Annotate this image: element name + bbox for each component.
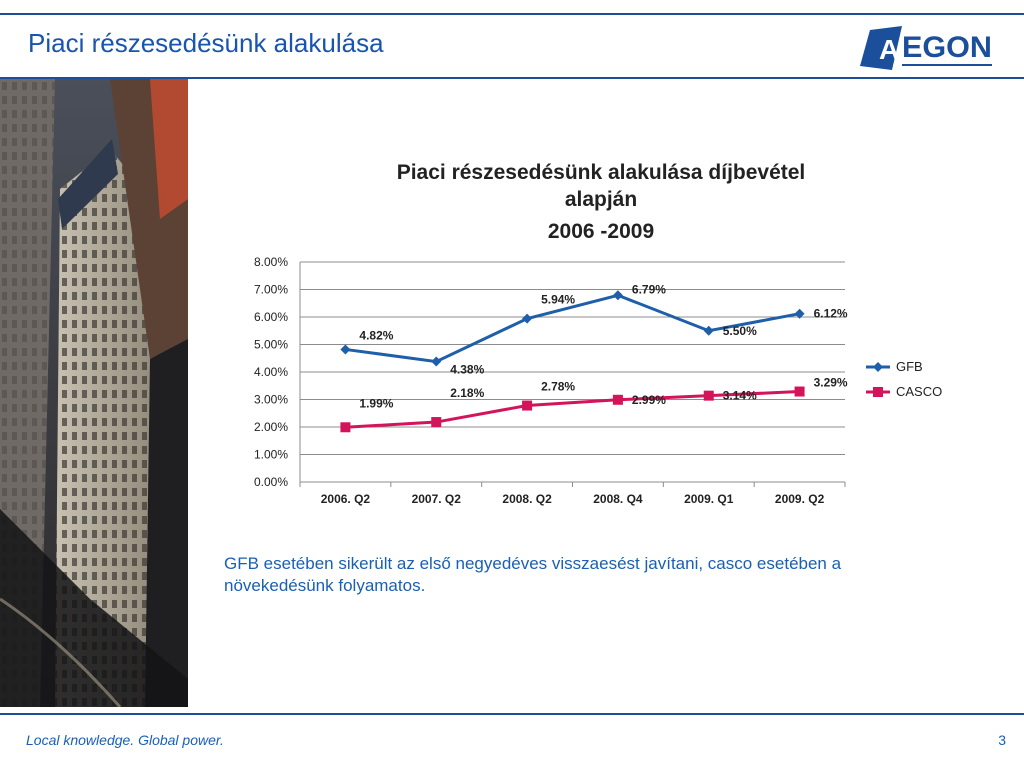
y-tick-label: 8.00% [254,255,288,269]
data-point-gfb [522,313,533,324]
x-tick-label: 2007. Q2 [412,492,462,506]
x-tick-label: 2009. Q2 [775,492,825,506]
data-point-gfb [612,290,623,301]
legend-marker-casco [873,387,883,397]
y-tick-label: 5.00% [254,338,288,352]
y-tick-label: 2.00% [254,420,288,434]
x-tick-label: 2006. Q2 [321,492,371,506]
x-tick-label: 2009. Q1 [684,492,734,506]
slide-title: Piaci részesedésünk alakulása [28,28,384,58]
data-label-casco: 3.29% [814,376,848,390]
data-point-casco [794,386,805,397]
logo-wordmark: EGON [902,31,992,64]
footer-rule [0,713,1024,715]
x-tick-label: 2008. Q4 [593,492,643,506]
legend-label-gfb: GFB [896,359,923,374]
aegon-logo: A EGON [860,26,992,70]
data-label-gfb: 4.38% [450,363,484,377]
aegon-logo-mark: A [860,26,902,70]
chart-title-line-1: Piaci részesedésünk alakulása díjbevétel [397,161,806,184]
series-line-casco [345,390,800,429]
footer-tagline: Local knowledge. Global power. [26,732,224,748]
y-tick-label: 1.00% [254,448,288,462]
logo-underline [902,64,992,66]
legend-label-casco: CASCO [896,384,942,399]
data-label-casco: 2.18% [450,386,484,400]
logo-mark-letter: A [879,34,899,65]
data-point-gfb [431,356,442,367]
market-share-chart: Piaci részesedésünk alakulása díjbevétel… [254,161,942,506]
y-tick-label: 3.00% [254,393,288,407]
series-line-gfb [345,293,800,364]
data-point-gfb [703,325,714,336]
data-point-casco [431,417,442,428]
data-point-casco [612,394,623,405]
top-rule [0,13,1024,15]
data-label-gfb: 5.94% [541,293,575,307]
city-photo [0,79,188,707]
page-number: 3 [998,732,1006,748]
data-label-casco: 3.14% [723,389,757,403]
y-tick-label: 6.00% [254,310,288,324]
data-point-casco [703,390,714,401]
data-label-gfb: 5.50% [723,324,757,338]
x-tick-label: 2008. Q2 [502,492,552,506]
chart-title-line-2: alapján [565,188,637,211]
chart-plot-area: 0.00% 1.00% 2.00% 3.00% 4.00% 5.00% 6.00% 7.00%… [254,255,942,506]
data-label-casco: 2.99% [632,393,666,407]
y-tick-label: 0.00% [254,475,288,489]
data-point-casco [522,400,533,411]
data-point-gfb [340,344,351,355]
data-label-casco: 2.78% [541,380,575,394]
data-label-gfb: 4.82% [359,328,393,342]
data-label-gfb: 6.12% [814,307,848,321]
y-tick-label: 4.00% [254,365,288,379]
data-point-casco [340,422,351,433]
data-label-gfb: 6.79% [632,282,666,296]
y-tick-label: 7.00% [254,283,288,297]
chart-title-line-3: 2006 -2009 [548,220,654,243]
commentary-text: GFB esetében sikerült az első negyedéves… [224,554,842,595]
data-point-gfb [794,308,805,319]
header-rule [0,77,1024,79]
data-label-casco: 1.99% [359,396,393,410]
legend-marker-gfb [873,362,883,372]
